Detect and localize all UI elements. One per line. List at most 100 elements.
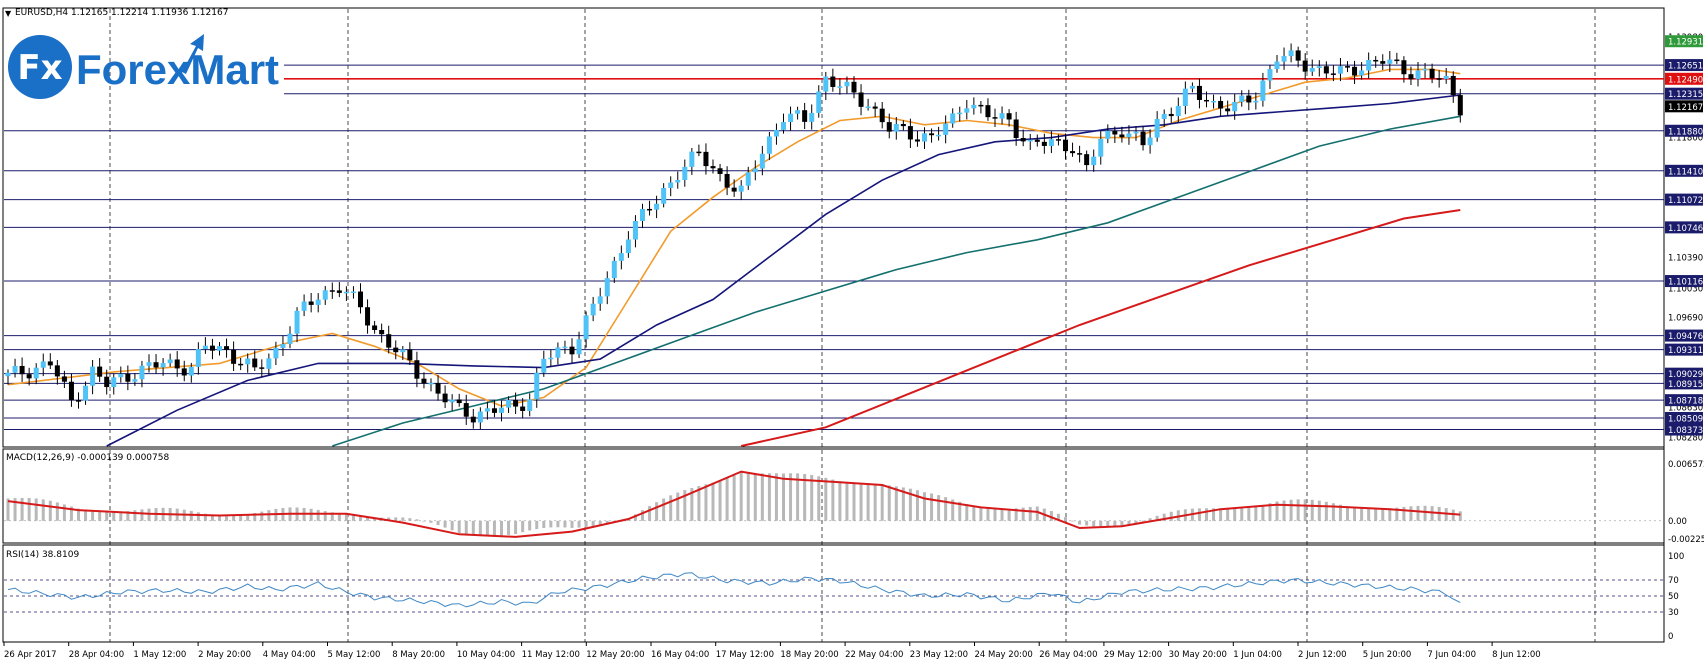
bull-candle	[1232, 101, 1238, 112]
bear-candle	[61, 376, 67, 382]
time-axis-label: 5 May 12:00	[328, 650, 381, 660]
bull-candle	[752, 168, 758, 173]
bull-candle	[1415, 70, 1421, 80]
macd-histogram-bar	[119, 511, 123, 521]
macd-histogram-bar	[810, 474, 814, 521]
bull-candle	[555, 347, 561, 358]
macd-histogram-bar	[401, 517, 405, 521]
bear-candle	[1063, 139, 1068, 152]
macd-histogram-bar	[309, 508, 313, 521]
macd-histogram-bar	[767, 473, 771, 521]
moving-averages	[7, 68, 1461, 447]
macd-histogram-bar	[394, 517, 398, 521]
bear-candle	[569, 346, 575, 355]
bull-candle	[1161, 113, 1167, 119]
bear-candle	[1450, 75, 1456, 96]
bull-candle	[1098, 138, 1104, 157]
bull-candle	[273, 347, 279, 359]
macd-histogram-bar	[1360, 508, 1364, 521]
bear-candle	[710, 166, 716, 169]
bull-candle	[738, 185, 744, 192]
macd-histogram-bar	[894, 486, 898, 521]
macd-histogram-bar	[633, 514, 637, 521]
bear-candle	[54, 365, 60, 377]
bear-candle	[181, 368, 187, 376]
bull-candle	[823, 76, 829, 92]
macd-histogram-bar	[1240, 508, 1244, 521]
bull-candle	[654, 203, 660, 210]
macd-histogram-bar	[232, 515, 236, 521]
macd-histogram-bar	[34, 498, 38, 521]
time-axis-label: 7 Jun 04:00	[1427, 650, 1476, 660]
bear-candle	[1119, 134, 1125, 138]
macd-axis-label: 0.00	[1668, 517, 1687, 527]
macd-signal-line	[7, 470, 1461, 538]
macd-histogram-bar	[6, 498, 10, 521]
bear-candle	[224, 346, 230, 350]
bull-candle	[632, 220, 638, 240]
bear-candle	[491, 408, 497, 413]
logo-badge	[8, 35, 72, 99]
macd-histogram-bar	[196, 512, 200, 521]
macd-histogram-bar	[1338, 504, 1342, 521]
macd-histogram-bar	[732, 475, 736, 521]
macd-histogram-bar	[1155, 515, 1159, 521]
level-price-tag: 1.10746	[1668, 224, 1703, 234]
time-axis-label: 1 May 12:00	[133, 650, 186, 660]
bull-candle	[188, 366, 194, 376]
bull-candle	[245, 358, 251, 365]
collapse-arrow-icon[interactable]: ▼	[5, 9, 12, 18]
macd-histogram-bar	[937, 495, 941, 521]
bear-candle	[238, 363, 244, 366]
time-axis-label: 28 Apr 04:00	[69, 650, 124, 660]
macd-histogram-bar	[1141, 520, 1145, 522]
rsi-panel[interactable]	[2, 544, 1665, 643]
bull-candle	[266, 358, 272, 369]
macd-histogram-bar	[189, 510, 193, 521]
level-price-tag-bg	[1665, 367, 1703, 380]
level-price-tag-bg	[1665, 164, 1703, 177]
bull-candle	[1182, 88, 1188, 106]
macd-histogram-bar	[683, 490, 687, 521]
bull-candle	[943, 123, 949, 135]
bear-candle	[830, 76, 836, 87]
bull-candle	[118, 373, 124, 378]
time-axis-label: 8 May 20:00	[392, 650, 445, 660]
bear-candle	[851, 81, 857, 93]
macd-histogram-bar	[1416, 505, 1420, 521]
bear-candle	[1408, 74, 1414, 80]
macd-histogram-bar	[782, 473, 785, 521]
time-axis-label: 12 May 20:00	[586, 650, 644, 660]
bear-candle	[456, 399, 462, 404]
macd-histogram-bar	[718, 480, 722, 521]
bull-candle	[661, 187, 667, 204]
price-tick-label: 1.11800	[1668, 134, 1703, 144]
bull-candle	[1133, 131, 1139, 134]
bull-candle	[865, 106, 871, 109]
rsi-axis-label: 50	[1668, 592, 1679, 602]
macd-histogram-bar	[48, 500, 52, 521]
macd-histogram-bar	[852, 483, 856, 521]
bear-candle	[386, 334, 392, 348]
bear-candle	[1168, 113, 1174, 117]
macd-histogram-bar	[112, 512, 116, 521]
grid-layer	[4, 9, 1663, 642]
macd-histogram-bar	[62, 504, 66, 521]
bull-candle	[287, 333, 293, 345]
macd-histogram-bar	[366, 517, 370, 521]
macd-histogram-bar	[1268, 503, 1272, 521]
bull-candle	[1274, 61, 1280, 70]
level-price-tag-bg	[1665, 275, 1703, 288]
macd-histogram-bar	[210, 514, 214, 521]
bull-candle	[597, 296, 603, 304]
macd-histogram-bar	[1346, 506, 1349, 521]
macd-histogram-bar	[993, 509, 997, 521]
bear-candle	[1429, 68, 1435, 79]
macd-histogram-bar	[330, 512, 334, 521]
bear-candle	[125, 373, 131, 382]
level-price-tag-bg	[1665, 72, 1703, 85]
time-axis-label: 26 May 04:00	[1039, 650, 1097, 660]
bull-candle	[1359, 70, 1365, 76]
